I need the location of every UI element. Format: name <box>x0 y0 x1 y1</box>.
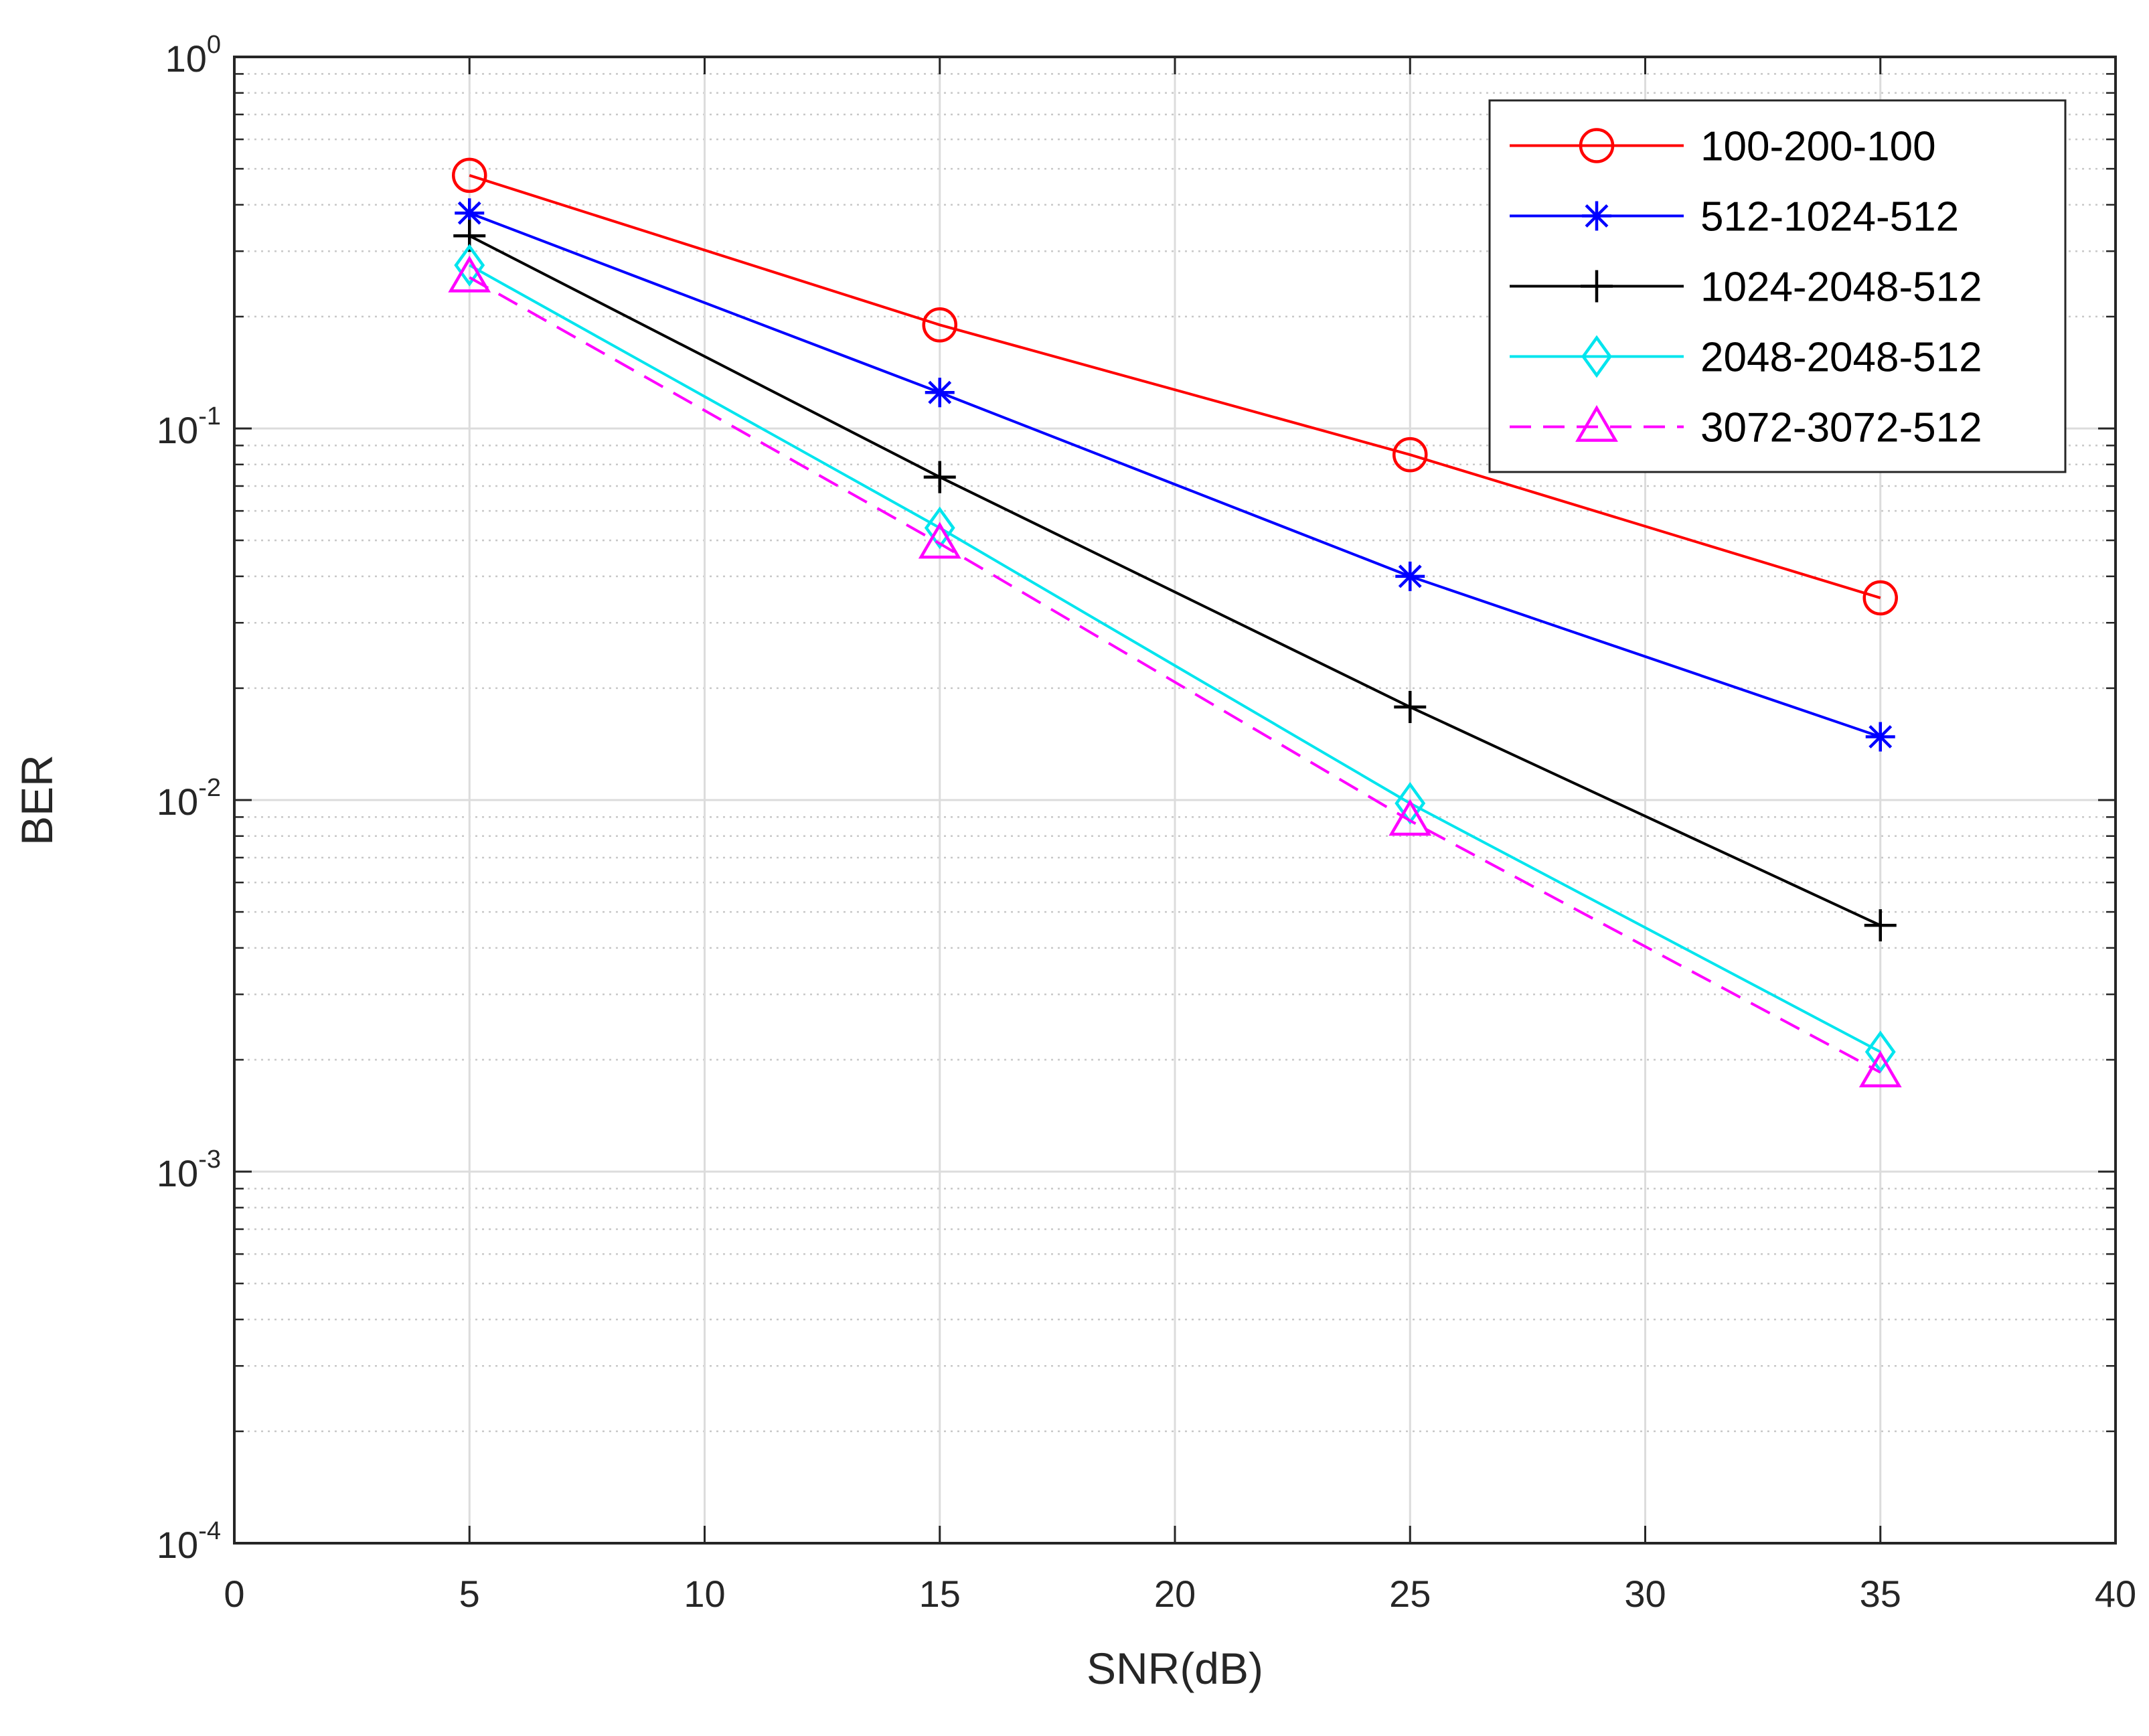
series-line <box>469 212 1881 738</box>
legend-entry: 512-1024-512 <box>1510 194 1959 240</box>
series-1024-2048-512 <box>453 220 1897 942</box>
series-512-1024-512 <box>455 198 1895 752</box>
axis-ticks <box>233 56 2117 1545</box>
y-tick-label: 10-3 <box>157 1146 221 1194</box>
x-tick-label: 40 <box>2095 1573 2136 1615</box>
data-point <box>1395 561 1425 591</box>
series-2048-2048-512 <box>454 244 1896 1074</box>
legend-label: 100-200-100 <box>1700 124 1936 170</box>
legend-label: 3072-3072-512 <box>1700 405 1982 451</box>
data-point <box>918 522 961 559</box>
asterisk-stroke <box>1868 725 1893 748</box>
legend-marker <box>1575 405 1618 442</box>
series-layer <box>448 157 1902 1088</box>
data-point <box>1858 1050 1902 1088</box>
y-tick-base: 10 <box>157 409 198 451</box>
asterisk-stroke <box>457 201 481 225</box>
circle-marker-shape <box>1579 128 1615 163</box>
x-axis-label: SNR(dB) <box>1087 1644 1263 1693</box>
series-100-200-100 <box>452 157 1898 616</box>
y-tick-base: 10 <box>165 37 207 80</box>
y-tick-exponent: -2 <box>198 774 221 802</box>
triangle-marker-shape <box>918 522 961 559</box>
y-tick-exponent: 0 <box>207 31 221 59</box>
x-tick-label: 5 <box>459 1573 480 1615</box>
circle-marker-shape <box>1862 580 1898 616</box>
x-tick-label: 20 <box>1154 1573 1196 1615</box>
x-tick-label: 10 <box>684 1573 725 1615</box>
x-tick-label: 30 <box>1624 1573 1666 1615</box>
diamond-marker-shape <box>454 244 485 287</box>
y-tick-exponent: -3 <box>198 1146 221 1174</box>
triangle-marker-shape <box>1388 799 1432 836</box>
x-tick-label: 35 <box>1860 1573 1901 1615</box>
triangle-marker-shape <box>1575 405 1618 442</box>
diamond-marker-shape <box>1581 335 1612 378</box>
x-tick-label: 0 <box>224 1573 244 1615</box>
data-point <box>1864 1030 1896 1074</box>
legend-label: 1024-2048-512 <box>1700 264 1982 311</box>
legend-marker <box>1579 128 1615 163</box>
data-point <box>922 307 957 343</box>
y-tick-exponent: -1 <box>198 402 221 430</box>
data-point <box>924 506 955 550</box>
y-tick-exponent: -4 <box>198 1517 221 1545</box>
x-tick-label: 25 <box>1389 1573 1431 1615</box>
data-point <box>454 244 485 287</box>
legend-entry: 1024-2048-512 <box>1510 264 1982 311</box>
asterisk-stroke <box>1585 204 1609 228</box>
legend-entry: 3072-3072-512 <box>1510 405 1982 451</box>
y-tick-label: 10-1 <box>157 402 221 451</box>
y-tick-label: 10-4 <box>157 1517 221 1566</box>
triangle-marker-shape <box>1858 1050 1902 1088</box>
diamond-marker-shape <box>1864 1030 1896 1074</box>
series-line <box>469 234 1881 927</box>
data-point <box>1862 580 1898 616</box>
legend-entry: 2048-2048-512 <box>1510 335 1982 381</box>
x-tick-label: 15 <box>919 1573 961 1615</box>
y-tick-label: 100 <box>165 31 221 80</box>
asterisk-stroke <box>1398 564 1422 588</box>
data-point <box>1864 909 1897 942</box>
data-point <box>923 461 956 493</box>
asterisk-stroke <box>928 380 952 404</box>
data-point <box>452 157 487 193</box>
data-point <box>925 378 955 408</box>
legend-label: 512-1024-512 <box>1700 194 1959 240</box>
legend-marker <box>1582 201 1611 231</box>
data-point <box>448 255 491 293</box>
legend-marker <box>1581 270 1613 303</box>
data-point <box>1865 722 1895 752</box>
series-line <box>469 264 1881 1053</box>
y-axis-label: BER <box>12 755 62 846</box>
data-point <box>1394 691 1427 724</box>
y-tick-base: 10 <box>157 781 198 823</box>
circle-marker-shape <box>922 307 957 343</box>
x-tick-labels: 0 5 10 15 20 25 30 35 40 <box>224 1573 2136 1615</box>
legend-label: 2048-2048-512 <box>1700 335 1982 381</box>
series-3072-3072-512 <box>448 255 1902 1088</box>
legend: 100-200-100 512-1024-512 1024-2048-512 2048… <box>1488 99 2067 473</box>
data-point <box>1392 437 1428 473</box>
y-tick-base: 10 <box>157 1524 198 1566</box>
series-line <box>469 174 1881 599</box>
legend-marker <box>1581 335 1612 378</box>
triangle-marker-shape <box>448 255 491 293</box>
y-tick-label: 10-2 <box>157 774 221 823</box>
data-point <box>1388 799 1432 836</box>
circle-marker-shape <box>1392 437 1428 473</box>
legend-entry: 100-200-100 <box>1510 124 1936 170</box>
y-tick-base: 10 <box>157 1152 198 1194</box>
circle-marker-shape <box>452 157 487 193</box>
series-line <box>469 276 1881 1074</box>
diamond-marker-shape <box>924 506 955 550</box>
